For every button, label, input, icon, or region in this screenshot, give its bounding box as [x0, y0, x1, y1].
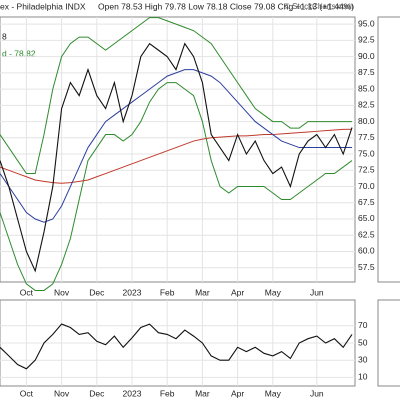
y-tick-label: 72.5 — [358, 165, 375, 175]
legend-fragment: d - 78.82 — [2, 48, 36, 58]
side-panel — [377, 16, 400, 283]
watermark: © StockCharts.com — [284, 2, 353, 11]
marker: 8 — [2, 31, 7, 41]
quote-header: Open 78.53 High 79.78 Low 78.18 Close 79… — [98, 1, 354, 11]
x-tick-label: Oct — [20, 388, 34, 398]
y-tick-label: 50 — [358, 337, 368, 347]
y-tick-label: 30 — [358, 354, 368, 364]
series-line — [0, 69, 352, 223]
y-tick-label: 85.0 — [358, 83, 375, 93]
y-tick-label: 77.5 — [358, 132, 375, 142]
x-tick-label: Nov — [54, 388, 70, 398]
x-tick-label: Mar — [195, 388, 210, 398]
series-line — [0, 42, 353, 273]
side-rsi-panel — [377, 299, 400, 387]
y-tick-label: 70.0 — [358, 181, 375, 191]
x-tick-label: Feb — [160, 388, 175, 398]
symbol: ex - Philadelphia INDX — [0, 1, 86, 11]
x-tick-label: Oct — [20, 287, 34, 297]
x-tick-label: 2023 — [123, 287, 142, 297]
y-tick-label: 70 — [358, 320, 368, 330]
x-tick-label: Dec — [89, 388, 105, 398]
series-line — [0, 82, 353, 291]
series-line — [0, 17, 352, 175]
x-tick-label: Dec — [89, 287, 105, 297]
x-tick-label: Jun — [310, 388, 324, 398]
series-line — [0, 323, 353, 370]
y-tick-label: 62.5 — [358, 229, 375, 239]
y-tick-label: 75.0 — [358, 148, 375, 158]
y-tick-label: 60.0 — [358, 246, 375, 256]
y-tick-label: 10 — [358, 372, 368, 382]
y-tick-label: 82.5 — [358, 100, 375, 110]
x-tick-label: Nov — [54, 287, 70, 297]
y-tick-label: 87.5 — [358, 67, 375, 77]
y-tick-label: 65.0 — [358, 213, 375, 223]
y-tick-label: 67.5 — [358, 197, 375, 207]
x-tick-label: Mar — [195, 287, 210, 297]
x-tick-label: May — [265, 388, 282, 398]
y-tick-label: 57.5 — [358, 262, 375, 272]
x-tick-label: Apr — [231, 388, 244, 398]
price-panel — [0, 16, 356, 283]
x-tick-label: Apr — [231, 287, 244, 297]
y-tick-label: 95.0 — [358, 18, 375, 28]
series-line — [0, 128, 353, 184]
x-tick-label: Feb — [160, 287, 175, 297]
x-tick-label: May — [265, 287, 282, 297]
y-tick-label: 92.5 — [358, 35, 375, 45]
y-tick-label: 80.0 — [358, 116, 375, 126]
x-tick-label: Jun — [310, 287, 324, 297]
x-tick-label: 2023 — [123, 388, 142, 398]
y-tick-label: 90.0 — [358, 51, 375, 61]
